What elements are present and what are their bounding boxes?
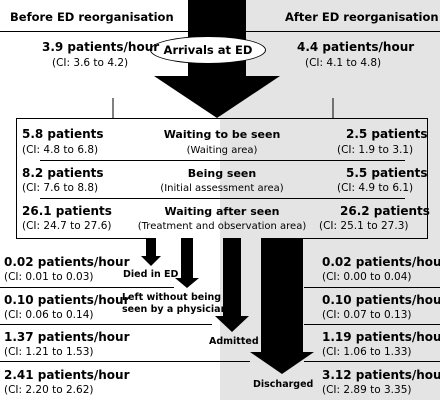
discharged-before-value: 2.41 patients/hour	[4, 368, 130, 382]
waiting-after-seen-after-value: 26.2 patients	[340, 204, 430, 218]
discharged-after-ci: (CI: 2.89 to 3.35)	[322, 384, 412, 396]
admitted-after-rule	[304, 361, 440, 362]
arrivals-label: Arrivals at ED	[163, 43, 253, 57]
waiting-after-seen-after-ci: (CI: 25.1 to 27.3)	[319, 220, 409, 232]
died-before-value: 0.02 patients/hour	[4, 255, 130, 269]
arrivals-after-ci: (CI: 4.1 to 4.8)	[305, 57, 382, 69]
died-after-value: 0.02 patients/hour	[322, 255, 440, 269]
stages-bottom-rule-right	[303, 238, 428, 239]
waiting-after-seen-before-ci: (CI: 24.7 to 27.6)	[22, 220, 112, 232]
left-without-before-ci: (CI: 0.06 to 0.14)	[4, 309, 94, 321]
discharged-after-value: 3.12 patients/hour	[322, 368, 440, 382]
left-without-after-ci: (CI: 0.07 to 0.13)	[322, 309, 412, 321]
waiting-after-seen-subtitle: (Treatment and observation area)	[137, 221, 307, 232]
being-seen-title: Being seen	[187, 167, 257, 180]
admitted-after-value: 1.19 patients/hour	[322, 330, 440, 344]
being-seen-before-ci: (CI: 7.6 to 8.8)	[22, 182, 99, 194]
before-header: Before ED reorganisation	[10, 10, 174, 24]
died-label: Died in ED	[123, 269, 179, 280]
stage-divider-2	[40, 198, 405, 199]
waiting-after-ci: (CI: 1.9 to 3.1)	[337, 144, 414, 156]
arrivals-after-value: 4.4 patients/hour	[297, 40, 415, 54]
arrivals-node: Arrivals at ED	[150, 36, 266, 64]
died-arrow	[141, 238, 161, 266]
stages-right-border	[427, 118, 428, 238]
left-without-before-value: 0.10 patients/hour	[4, 293, 130, 307]
died-before-rule	[0, 287, 174, 288]
being-seen-after-ci: (CI: 4.9 to 6.1)	[337, 182, 414, 194]
arrivals-before-ci: (CI: 3.6 to 4.2)	[52, 57, 129, 69]
died-after-ci: (CI: 0.00 to 0.04)	[322, 271, 412, 283]
discharged-label: Discharged	[253, 379, 314, 390]
left-without-label-line2: seen by a physician	[122, 304, 228, 315]
waiting-after-seen-title: Waiting after seen	[164, 205, 280, 218]
after-panel-background	[220, 0, 440, 400]
being-seen-subtitle: (Initial assessment area)	[160, 183, 284, 194]
stages-bottom-rule-left	[16, 238, 146, 239]
died-after-rule	[304, 287, 440, 288]
left-without-before-rule	[0, 324, 212, 325]
admitted-before-ci: (CI: 1.21 to 1.53)	[4, 346, 94, 358]
waiting-after-value: 2.5 patients	[346, 127, 428, 141]
admitted-label: Admitted	[209, 336, 259, 347]
waiting-title: Waiting to be seen	[163, 128, 281, 141]
after-header: After ED reorganisation	[285, 10, 439, 24]
waiting-before-ci: (CI: 4.8 to 6.8)	[22, 144, 99, 156]
waiting-after-seen-before-value: 26.1 patients	[22, 204, 112, 218]
left-without-after-value: 0.10 patients/hour	[322, 293, 440, 307]
stages-left-border	[16, 118, 17, 238]
left-without-label-line1: Left without being	[122, 292, 222, 303]
discharged-before-ci: (CI: 2.20 to 2.62)	[4, 384, 94, 396]
waiting-subtitle: (Waiting area)	[186, 145, 258, 156]
stages-top-rule	[16, 118, 428, 119]
waiting-before-value: 5.8 patients	[22, 127, 104, 141]
admitted-arrow	[215, 238, 249, 332]
stage-divider-1	[40, 160, 405, 161]
discharged-arrow	[250, 238, 314, 374]
being-seen-after-value: 5.5 patients	[346, 166, 428, 180]
admitted-before-value: 1.37 patients/hour	[4, 330, 130, 344]
left-without-seen-arrow	[175, 238, 199, 288]
after-header-rule	[246, 31, 440, 32]
left-without-after-rule	[304, 324, 440, 325]
admitted-before-rule	[0, 361, 250, 362]
being-seen-before-value: 8.2 patients	[22, 166, 104, 180]
before-header-rule	[0, 31, 188, 32]
arrivals-before-value: 3.9 patients/hour	[42, 40, 160, 54]
died-before-ci: (CI: 0.01 to 0.03)	[4, 271, 94, 283]
admitted-after-ci: (CI: 1.06 to 1.33)	[322, 346, 412, 358]
